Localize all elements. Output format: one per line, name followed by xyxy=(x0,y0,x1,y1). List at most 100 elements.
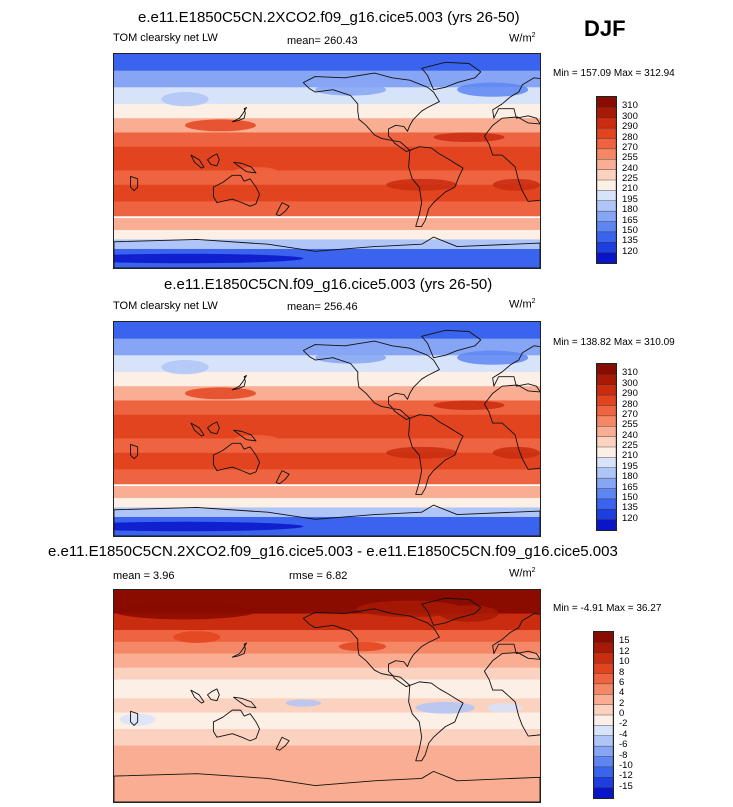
colorbar-box xyxy=(596,96,617,108)
colorbar-box xyxy=(596,467,617,479)
coastline-newguinea xyxy=(234,430,256,441)
field-band xyxy=(114,229,540,241)
field-band xyxy=(114,118,540,134)
coastline-africa xyxy=(484,652,540,736)
field-band xyxy=(114,371,540,387)
panel3-title: e.e11.E1850C5CN.2XCO2.f09_g16.cice5.003 … xyxy=(48,543,618,560)
field-anomaly xyxy=(114,521,304,532)
field-band xyxy=(114,438,540,454)
colorbar-tick-label: -10 xyxy=(619,759,633,771)
colorbar-tick-label: 290 xyxy=(622,388,638,400)
field-band xyxy=(114,218,540,231)
coastline-greenland xyxy=(422,62,481,89)
field-band xyxy=(114,239,540,250)
colorbar-tick-label: 180 xyxy=(622,471,638,483)
panel3-units: W/m2 xyxy=(509,567,536,580)
coastline-borneo xyxy=(207,422,219,434)
panel3-rmse: rmse = 6.82 xyxy=(289,570,348,582)
panel2-mean: mean= 256.46 xyxy=(287,301,358,313)
coastline-namerica xyxy=(303,341,439,419)
colorbar-tick-label: 255 xyxy=(622,152,638,164)
field-anomaly xyxy=(433,400,505,410)
colorbar-tick-label: 300 xyxy=(622,377,638,389)
colorbar-tick-label: 310 xyxy=(622,367,638,379)
colorbar-tick-label: 120 xyxy=(622,245,638,257)
coastline-australia xyxy=(213,443,259,474)
coastline-madagascar xyxy=(131,444,138,458)
coastline-newguinea xyxy=(234,162,256,173)
colorbar-box xyxy=(596,363,617,375)
colorbar-tick-label: 8 xyxy=(619,666,625,678)
coastline-borneo xyxy=(207,154,219,166)
colorbar-tick-label: 120 xyxy=(622,512,638,524)
panel3-colorbar xyxy=(593,631,614,799)
colorbar-tick-label: 150 xyxy=(622,224,638,236)
field-anomaly xyxy=(161,92,209,107)
field-band xyxy=(114,170,540,186)
colorbar-box xyxy=(593,694,614,706)
field-band xyxy=(114,132,540,148)
colorbar-box xyxy=(596,415,617,427)
coastline-samerica xyxy=(409,415,463,495)
colorbar-box xyxy=(596,117,617,129)
panel2-colorbar xyxy=(596,363,617,531)
colorbar-tick-label: 6 xyxy=(619,676,625,688)
panel1-colorbar xyxy=(596,96,617,264)
coastline-africa xyxy=(484,385,540,469)
coastline-antarctica xyxy=(114,237,540,268)
colorbar-box xyxy=(593,662,614,675)
colorbar-box xyxy=(593,642,614,654)
coastline-greenland xyxy=(422,330,481,357)
colorbar-tick-label: 255 xyxy=(622,419,638,431)
season-label: DJF xyxy=(584,16,626,41)
colorbar-tick-label: 240 xyxy=(622,162,638,174)
field-anomaly xyxy=(356,600,464,618)
colorbar-tick-label: 0 xyxy=(619,708,625,719)
colorbar-tick-label: -15 xyxy=(619,780,633,792)
colorbar-box xyxy=(596,200,617,212)
field-anomaly xyxy=(114,602,256,620)
colorbar-box xyxy=(596,190,617,202)
field-anomaly xyxy=(173,631,221,643)
colorbar-box xyxy=(596,498,617,510)
coastline-namerica xyxy=(303,73,439,151)
field-anomaly xyxy=(185,119,256,132)
colorbar-box xyxy=(596,169,617,181)
colorbar-box xyxy=(596,127,617,140)
field-band xyxy=(114,679,540,699)
field-anomaly xyxy=(457,82,529,97)
coastline-japan xyxy=(232,376,246,390)
field-anomaly xyxy=(492,178,540,191)
coastline-japan xyxy=(232,643,246,657)
field-band xyxy=(114,322,540,340)
colorbar-tick-label: 225 xyxy=(622,440,638,451)
colorbar-box xyxy=(593,735,614,747)
coastline-newguinea xyxy=(234,697,256,708)
colorbar-tick-label: 10 xyxy=(619,656,630,668)
panel1-units: W/m2 xyxy=(509,32,536,45)
field-band xyxy=(114,516,540,536)
coastline-samerica xyxy=(409,147,463,227)
colorbar-tick-label: 210 xyxy=(622,183,638,195)
field-band xyxy=(114,728,540,747)
panel1-mean: mean= 260.43 xyxy=(287,35,358,47)
field-band xyxy=(114,653,540,669)
field-band xyxy=(114,103,540,119)
coastline-samerica xyxy=(409,682,463,761)
colorbar-tick-label: 165 xyxy=(622,214,638,226)
colorbar-tick-label: 240 xyxy=(622,429,638,441)
colorbar-tick-label: 150 xyxy=(622,491,638,503)
coastline-namerica xyxy=(303,609,439,687)
coastline-australia xyxy=(213,175,259,206)
field-band xyxy=(114,184,540,203)
coastline-africa xyxy=(484,117,540,201)
colorbar-tick-label: -8 xyxy=(619,749,628,761)
coastline-sumatra xyxy=(191,155,204,168)
colorbar-box xyxy=(596,436,617,448)
colorbar-tick-label: -2 xyxy=(619,718,628,730)
colorbar-tick-label: 180 xyxy=(622,204,638,216)
field-band xyxy=(114,146,540,172)
colorbar-tick-label: 280 xyxy=(622,131,638,143)
colorbar-box xyxy=(596,519,617,531)
colorbar-box xyxy=(593,745,614,758)
